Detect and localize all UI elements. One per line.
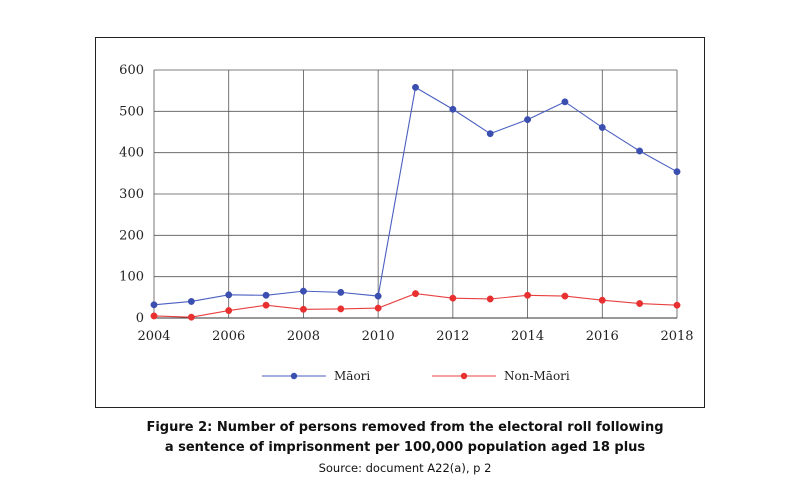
y-tick-label: 400 — [119, 146, 144, 161]
series-line-1 — [153, 293, 678, 318]
y-tick-label: 300 — [119, 187, 144, 202]
legend-label: Non-Māori — [504, 369, 570, 383]
data-point — [150, 312, 158, 320]
data-point — [412, 83, 419, 91]
data-point — [598, 296, 606, 304]
data-point — [299, 287, 307, 295]
data-point — [187, 298, 195, 305]
data-point — [524, 116, 532, 124]
legend-marker — [460, 372, 468, 380]
data-point — [561, 292, 569, 300]
data-point — [374, 292, 382, 300]
y-tick-label: 100 — [119, 270, 144, 285]
data-point — [486, 130, 494, 138]
caption-line-2: a sentence of imprisonment per 100,000 p… — [164, 440, 646, 455]
line-chart: 0 100 200 300 400 500 600 2004 2006 2008 2010 2012 2… — [119, 63, 693, 383]
chart-frame: 0 100 200 300 400 500 600 2004 2006 2008 2010 2012 2… — [95, 37, 705, 408]
caption-source: Source: document A22(a), p 2 — [318, 461, 492, 475]
data-point — [598, 124, 606, 131]
legend-label: Māori — [334, 369, 370, 383]
data-point — [225, 291, 233, 299]
series-line-0 — [153, 86, 678, 306]
data-point — [337, 305, 345, 313]
data-point — [561, 98, 569, 106]
x-tick-label: 2016 — [586, 329, 619, 344]
x-tick-label: 2018 — [660, 329, 693, 344]
x-tick-label: 2006 — [212, 329, 245, 344]
x-tick-label: 2010 — [362, 329, 395, 344]
x-tick-label: 2012 — [436, 329, 469, 344]
figure-caption: Figure 2: Number of persons removed from… — [0, 418, 810, 478]
data-point — [225, 307, 233, 315]
caption-line-1: Figure 2: Number of persons removed from… — [146, 420, 664, 435]
x-tick-label: 2008 — [287, 329, 320, 344]
data-point — [187, 313, 195, 321]
data-point — [262, 291, 270, 299]
y-tick-label: 500 — [119, 104, 144, 119]
data-point — [299, 305, 307, 313]
data-point — [524, 291, 532, 299]
data-point — [486, 295, 494, 303]
legend-marker — [290, 372, 298, 380]
y-tick-label: 200 — [119, 228, 144, 243]
data-point — [673, 301, 681, 309]
data-point — [449, 294, 457, 302]
data-point — [412, 290, 419, 298]
data-point — [374, 304, 382, 312]
x-tick-label: 2004 — [137, 329, 170, 344]
data-point — [636, 147, 644, 155]
data-point — [636, 300, 644, 307]
data-point — [337, 288, 345, 296]
x-tick-label: 2014 — [511, 329, 544, 344]
y-tick-label: 600 — [119, 63, 144, 78]
y-tick-label: 0 — [136, 311, 144, 326]
data-point — [262, 301, 270, 309]
data-point — [449, 105, 457, 113]
data-point — [673, 168, 681, 176]
data-point — [150, 301, 158, 309]
